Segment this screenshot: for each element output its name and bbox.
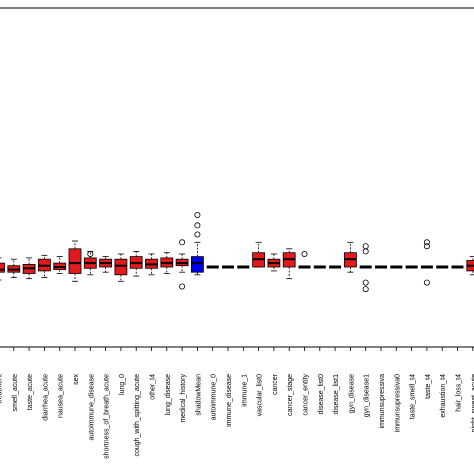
outlier-taste-t4-2 <box>423 279 430 286</box>
tick-label-cough-with-spitting-acute: cough_with_spitting_acute <box>134 374 141 457</box>
tick-label-cancer-entity: cancer_entity <box>303 374 310 416</box>
tick-label-vascular-list0: vascular_list0 <box>257 374 264 417</box>
tick-label-disease-list1: disease_list1 <box>333 374 340 415</box>
tick-label-exhaustion-t4: exhaustion_t4 <box>440 374 447 418</box>
outlier-taste-t4-0 <box>423 243 430 250</box>
outlier-medical-history-0 <box>179 239 186 246</box>
tick-label-taste-t4: taste_t4 <box>425 374 432 399</box>
tick-label-hair-loss-t4: hair_loss_t4 <box>456 374 463 412</box>
outlier-gyn-disease1-1 <box>362 243 369 250</box>
outlier-shadowmean-2 <box>194 211 201 218</box>
box-shadowmean <box>190 256 204 273</box>
outlier-gyn-disease1-2 <box>362 279 369 286</box>
tick-label-medical-history: medical_history <box>180 374 187 423</box>
outlier-shadowmean-1 <box>194 222 201 229</box>
tick-label-immune-1: immune_1 <box>241 374 248 407</box>
tick-label-autoimmune-0: autoimmune_0 <box>211 374 218 420</box>
tick-label-gyn-disease: gyn_disease <box>348 374 355 413</box>
tick-label-nausea-acute: nausea_acute <box>58 374 65 418</box>
tick-label-lung-0: lung_0 <box>119 374 126 395</box>
outlier-autoimmune-disease-0 <box>87 250 94 257</box>
tick-label-other-t4: other_t4 <box>150 374 157 400</box>
tick-label-taste-acute: taste_acute <box>27 374 34 410</box>
plot-frame <box>0 7 474 348</box>
tick-label-disease-list0: disease_list0 <box>318 374 325 415</box>
outlier-medical-history-1 <box>179 283 186 290</box>
tick-label-cancer: cancer <box>272 373 279 395</box>
tick-label-immunsupressiva: immunsupressiva <box>379 374 386 429</box>
tick-label-sex: sex <box>73 374 80 385</box>
tick-label-shadowmean: shadowMean <box>195 374 202 416</box>
tick-label-shortness-of-breath-acute: shortness_of_breath_acute <box>104 374 111 459</box>
outlier-gyn-disease1-0 <box>362 248 369 255</box>
outliers <box>87 211 430 293</box>
tick-label-smell-acute: smell_acute <box>12 374 19 411</box>
box-lung-0 <box>114 258 128 276</box>
tick-label-diarrhea-acute: diarrhea_acute <box>42 374 49 421</box>
box-sex <box>68 248 82 274</box>
tick-label-immune-disease: immune_disease <box>226 374 233 427</box>
tick-label-immunsupressiva0: immunsupressiva0 <box>394 374 401 432</box>
tick-label-autoimmune-disease: autoimmune_disease <box>88 374 95 441</box>
outlier-shadowmean-0 <box>194 231 201 238</box>
x-axis-tick-labels: treatment smell_acute taste_acute diarrhea_… <box>0 373 474 459</box>
tick-label-gyn-disease1: gyn_disease1 <box>364 374 371 417</box>
plot-frame-border <box>0 7 474 348</box>
tick-label-taste-smell-t4: taste_smell_t4 <box>410 374 417 419</box>
boxes <box>0 248 474 276</box>
tick-label-cancer-stage: cancer_stage <box>287 374 294 416</box>
tick-label-treatment: treatment <box>0 374 4 404</box>
tick-label-night-sweat-acute: night_sweat_acute <box>471 374 474 432</box>
tick-label-lung-disease: lung_disease <box>165 374 172 415</box>
whiskers <box>0 240 474 282</box>
outlier-taste-t4-1 <box>423 239 430 246</box>
x-axis-ticks <box>13 347 474 351</box>
box-treatment <box>0 262 5 273</box>
outlier-gyn-disease1-3 <box>362 286 369 293</box>
outlier-cancer-entity-0 <box>301 250 308 257</box>
